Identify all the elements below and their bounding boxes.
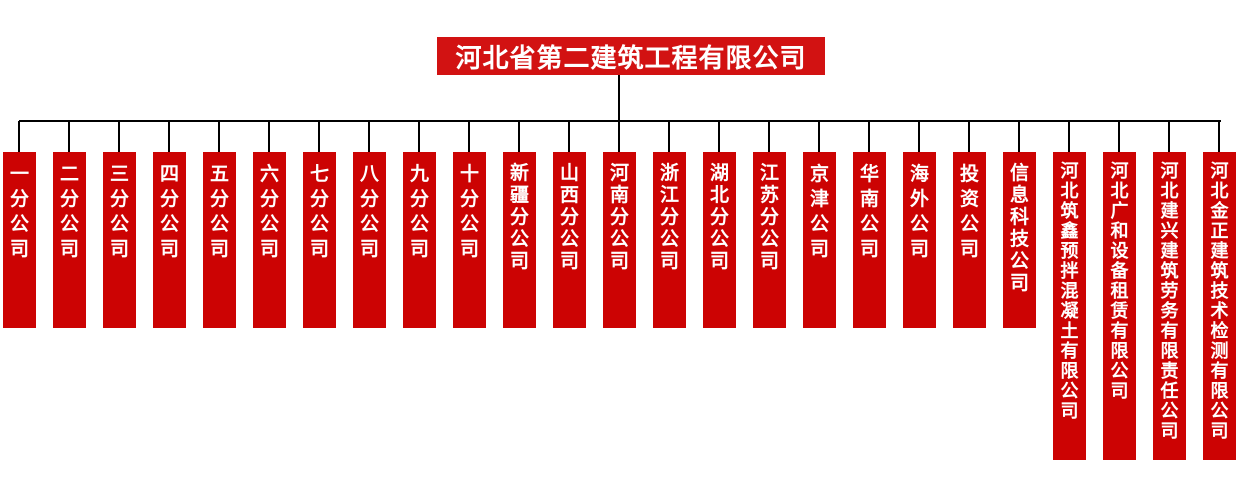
connector-drop xyxy=(168,121,170,152)
connector-drop xyxy=(1068,121,1070,152)
org-node: 信息科技公司 xyxy=(1003,152,1036,328)
org-node: 三分公司 xyxy=(103,152,136,328)
connector-drop xyxy=(18,121,20,152)
connector-drop xyxy=(818,121,820,152)
org-node: 河北建兴建筑劳务有限责任公司 xyxy=(1153,152,1186,460)
org-node: 六分公司 xyxy=(253,152,286,328)
org-node: 海外公司 xyxy=(903,152,936,328)
org-node: 江苏分公司 xyxy=(753,152,786,328)
connector-drop xyxy=(668,121,670,152)
org-node: 河北筑鑫预拌混凝土有限公司 xyxy=(1053,152,1086,460)
org-node: 九分公司 xyxy=(403,152,436,328)
org-node: 投资公司 xyxy=(953,152,986,328)
connector-drop xyxy=(368,121,370,152)
connector-drop xyxy=(1218,121,1220,152)
org-node: 河北金正建筑技术检测有限公司 xyxy=(1203,152,1236,460)
connector-drop xyxy=(718,121,720,152)
org-node: 四分公司 xyxy=(153,152,186,328)
org-node: 华南公司 xyxy=(853,152,886,328)
connector-drop xyxy=(468,121,470,152)
connector-drop xyxy=(418,121,420,152)
connector-rail xyxy=(19,120,1221,122)
org-node: 七分公司 xyxy=(303,152,336,328)
connector-drop xyxy=(568,121,570,152)
org-node: 河南分公司 xyxy=(603,152,636,328)
connector-drop xyxy=(768,121,770,152)
connector-drop xyxy=(218,121,220,152)
org-node: 京津公司 xyxy=(803,152,836,328)
org-node: 河北广和设备租赁有限公司 xyxy=(1103,152,1136,460)
connector-drop xyxy=(868,121,870,152)
org-node: 十分公司 xyxy=(453,152,486,328)
org-node: 二分公司 xyxy=(53,152,86,328)
org-node: 五分公司 xyxy=(203,152,236,328)
org-node: 新疆分公司 xyxy=(503,152,536,328)
org-node: 山西分公司 xyxy=(553,152,586,328)
root-node: 河北省第二建筑工程有限公司 xyxy=(437,37,825,75)
org-node: 湖北分公司 xyxy=(703,152,736,328)
org-node: 一分公司 xyxy=(3,152,36,328)
connector-drop xyxy=(1018,121,1020,152)
connector-trunk xyxy=(618,75,620,122)
connector-drop xyxy=(268,121,270,152)
connector-drop xyxy=(518,121,520,152)
connector-drop xyxy=(118,121,120,152)
connector-drop xyxy=(618,121,620,152)
connector-drop xyxy=(1118,121,1120,152)
org-node: 浙江分公司 xyxy=(653,152,686,328)
connector-drop xyxy=(968,121,970,152)
connector-drop xyxy=(68,121,70,152)
connector-drop xyxy=(1168,121,1170,152)
org-node: 八分公司 xyxy=(353,152,386,328)
connector-drop xyxy=(918,121,920,152)
connector-drop xyxy=(318,121,320,152)
